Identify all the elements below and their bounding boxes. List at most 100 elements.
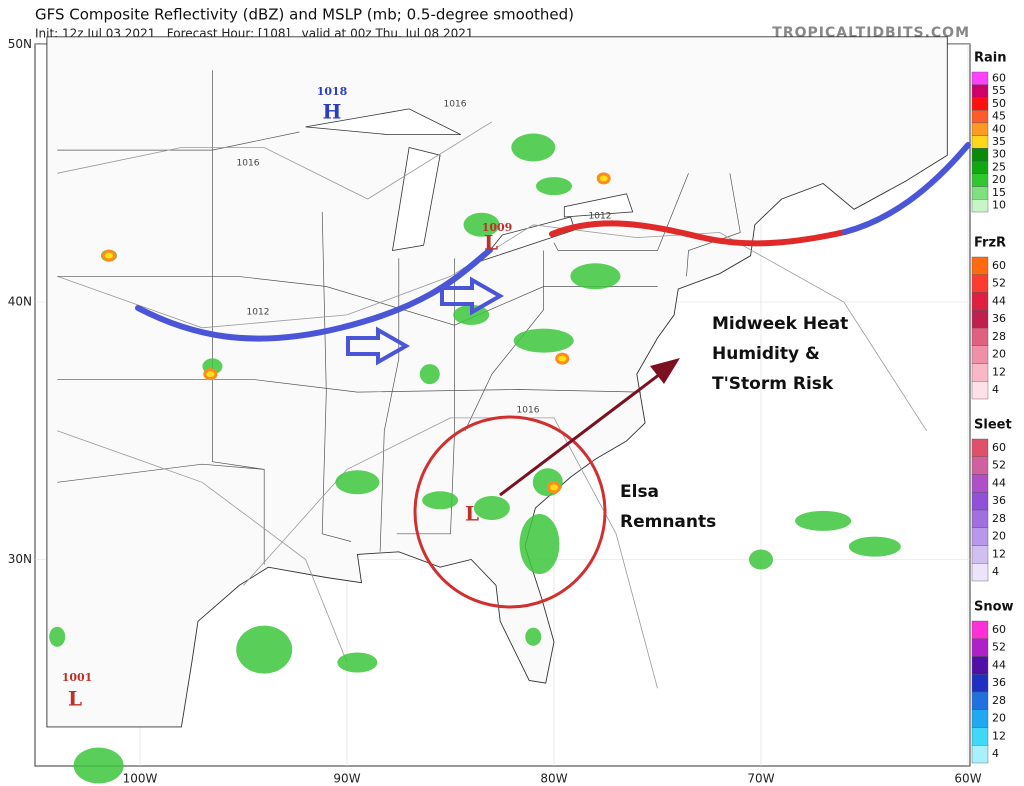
legend-swatch [971, 310, 989, 329]
annotation: Remnants [620, 512, 716, 532]
lon-label: 70W [747, 772, 774, 786]
annotation: Elsa [620, 482, 659, 502]
precip-area [335, 470, 380, 495]
legend-tick: 36 [992, 312, 1006, 325]
pressure-letter: L [465, 502, 479, 526]
legend-swatch [971, 173, 989, 187]
legend-swatch [971, 135, 989, 149]
legend-tick: 20 [992, 348, 1006, 361]
legend-swatch [971, 509, 989, 528]
legend-swatch [971, 109, 989, 124]
lon-label: 100W [123, 772, 158, 786]
legend-tick: 28 [992, 330, 1006, 343]
legend-swatch [971, 709, 989, 728]
legend-swatch [971, 186, 989, 200]
legend-swatch [971, 160, 989, 175]
isobar [57, 430, 348, 663]
precip-core [558, 355, 567, 362]
lat-label: 30N [8, 552, 32, 566]
isobar [57, 121, 493, 200]
legend-title: FrzR [974, 236, 1006, 251]
legend-title: Sleet [974, 418, 1012, 433]
legend-title: Rain [974, 51, 1007, 66]
lat-label: 50N [8, 37, 32, 51]
precip-area [519, 514, 560, 575]
legend-swatch [971, 256, 989, 275]
warm-front [549, 220, 848, 247]
legend-tick: 20 [992, 530, 1006, 543]
legend-swatch [971, 381, 989, 400]
state-border [321, 211, 352, 542]
legend-tick: 40 [992, 122, 1006, 135]
precip-area [749, 549, 773, 570]
state-border [212, 70, 265, 565]
legend-tick: 50 [992, 97, 1006, 110]
legend-tick: 55 [992, 84, 1006, 97]
annotation: Midweek Heat [712, 314, 848, 334]
legend-swatch [971, 638, 989, 657]
legend-swatch [971, 292, 989, 311]
precip-area [525, 627, 542, 646]
legend-swatch [971, 545, 989, 564]
cold-front [135, 247, 493, 342]
precip-core [599, 175, 608, 182]
annotation: T'Storm Risk [712, 374, 834, 394]
legend-tick: 36 [992, 676, 1006, 689]
pressure-letter: L [68, 687, 82, 711]
precip-area [73, 747, 124, 784]
legend-tick: 12 [992, 365, 1006, 378]
lake [563, 193, 634, 218]
precip-area [511, 133, 556, 162]
legend-tick: 12 [992, 547, 1006, 560]
legend-swatch [971, 727, 989, 746]
legend-tick: 10 [992, 199, 1006, 212]
legend-swatch [971, 327, 989, 346]
legend-tick: 30 [992, 148, 1006, 161]
legend-tick: 52 [992, 459, 1006, 472]
legend-tick: 4 [992, 747, 999, 760]
lat-label: 40N [8, 295, 32, 309]
legend-tick: 4 [992, 383, 999, 396]
legend-swatch [971, 527, 989, 546]
lon-label: 60W [954, 772, 981, 786]
legend-tick: 60 [992, 623, 1006, 636]
state-border [57, 378, 641, 393]
legend-tick: 12 [992, 729, 1006, 742]
heat-arrowhead [650, 358, 680, 384]
elsa-circle [413, 415, 607, 609]
state-border [57, 275, 658, 326]
legend-swatch [971, 474, 989, 493]
precip-core [104, 252, 113, 259]
isobar-label: 1016 [237, 159, 260, 169]
lake [480, 216, 576, 262]
lake [392, 147, 441, 251]
precip-area [513, 328, 574, 353]
legend-swatch [971, 674, 989, 693]
legend-swatch [971, 84, 989, 98]
precip-area [236, 625, 293, 674]
precip-core [550, 484, 558, 491]
legend-swatch [971, 456, 989, 475]
isobar-label: 1016 [444, 100, 467, 110]
precip-area [49, 626, 66, 647]
pressure-value: 1018 [317, 85, 348, 98]
heat-arrow [499, 366, 669, 497]
map-title: GFS Composite Reflectivity (dBZ) and MSL… [35, 6, 574, 24]
legend-tick: 44 [992, 294, 1006, 307]
legend-tick: 20 [992, 712, 1006, 725]
precip-area [463, 212, 500, 237]
precip-area [536, 177, 572, 196]
precip-area [337, 652, 378, 673]
annotation: Humidity & [712, 344, 820, 364]
pressure-letter: L [484, 231, 498, 255]
isobar-label: 1012 [247, 308, 270, 318]
legend-tick: 44 [992, 658, 1006, 671]
legend-tick: 60 [992, 259, 1006, 272]
legend-tick: 36 [992, 494, 1006, 507]
legend-tick: 28 [992, 512, 1006, 525]
legend-swatch [971, 363, 989, 382]
flow-arrow [440, 276, 505, 316]
pressure-value: 1001 [62, 671, 93, 684]
state-border [57, 463, 265, 483]
